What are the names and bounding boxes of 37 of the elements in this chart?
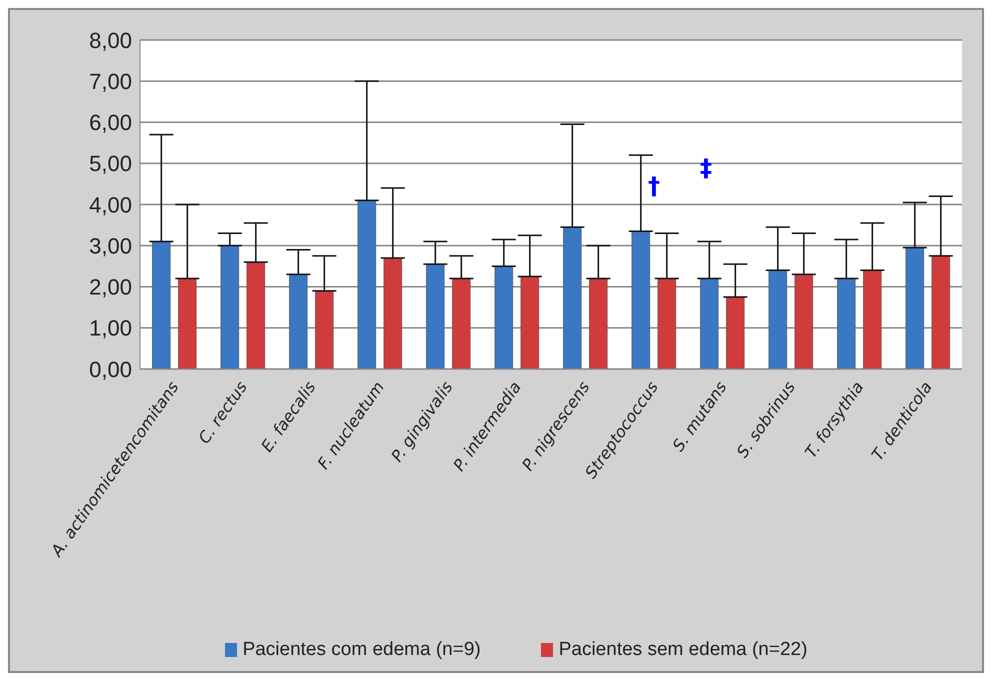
annotation: ‡	[700, 154, 712, 182]
legend-label: Pacientes sem edema (n=22)	[558, 639, 808, 661]
y-tick-label: 6,00	[89, 110, 132, 136]
y-tick-label: 7,00	[89, 68, 132, 94]
y-tick-label: 5,00	[89, 151, 132, 176]
bar	[837, 278, 856, 369]
bar	[246, 262, 266, 369]
bar	[563, 226, 582, 369]
bar	[700, 278, 719, 369]
bar	[220, 245, 240, 369]
bar	[520, 276, 540, 369]
y-tick-label: 0,00	[89, 356, 132, 382]
bar	[178, 278, 197, 369]
annotation: †	[648, 172, 660, 200]
bar	[768, 270, 788, 369]
bar	[452, 278, 471, 369]
bar	[494, 266, 514, 369]
bar	[932, 256, 950, 369]
bar	[384, 258, 402, 369]
bar	[589, 278, 608, 369]
bar	[315, 290, 334, 369]
bar	[632, 230, 650, 369]
bar	[358, 200, 376, 369]
bar	[152, 241, 171, 369]
legend-label: Pacientes com edema (n=9)	[242, 639, 481, 661]
bar	[794, 274, 814, 369]
bar	[289, 274, 308, 369]
y-tick-label: 2,00	[89, 274, 132, 300]
bar	[426, 264, 445, 369]
bar	[863, 270, 882, 369]
y-tick-label: 1,00	[89, 316, 132, 341]
y-tick-label: 3,00	[89, 233, 132, 258]
bar	[906, 247, 924, 369]
y-tick-label: 4,00	[89, 192, 132, 218]
bar	[658, 278, 676, 369]
bar	[726, 296, 745, 369]
y-tick-label: 8,00	[89, 28, 132, 53]
